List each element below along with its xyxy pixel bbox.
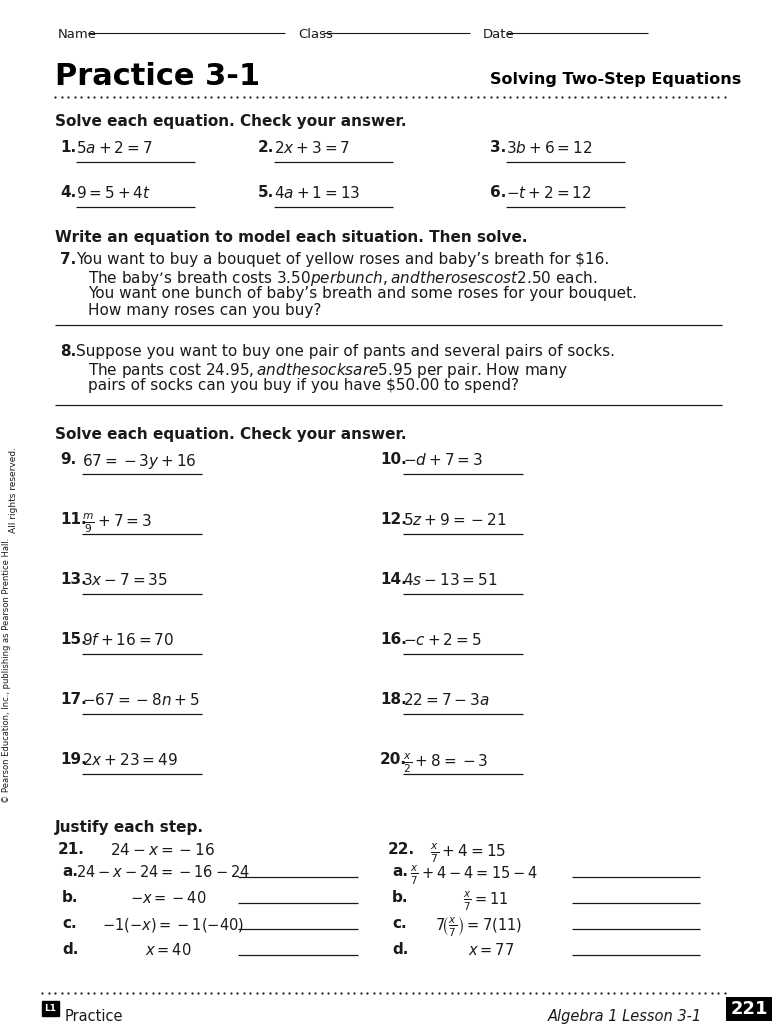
Text: $4a + 1 = 13$: $4a + 1 = 13$ [274, 185, 361, 201]
Text: 8.: 8. [60, 344, 76, 359]
Text: $-67 = -8n + 5$: $-67 = -8n + 5$ [82, 692, 200, 708]
Text: $-t + 2 = 12$: $-t + 2 = 12$ [506, 185, 592, 201]
Text: Name: Name [58, 28, 97, 41]
Text: a.: a. [62, 864, 78, 879]
Text: 17.: 17. [60, 692, 87, 707]
Text: 21.: 21. [58, 842, 85, 857]
Text: d.: d. [392, 942, 409, 957]
Text: b.: b. [392, 890, 409, 905]
Text: $\frac{x}{7} + 4 - 4 = 15 - 4$: $\frac{x}{7} + 4 - 4 = 15 - 4$ [410, 864, 538, 887]
Text: Algebra 1 Lesson 3-1: Algebra 1 Lesson 3-1 [548, 1009, 702, 1024]
Text: Class: Class [298, 28, 333, 41]
Text: $5a + 2 = 7$: $5a + 2 = 7$ [76, 140, 152, 156]
Text: L1: L1 [44, 1004, 57, 1013]
Text: Write an equation to model each situation. Then solve.: Write an equation to model each situatio… [55, 230, 528, 245]
Text: 22.: 22. [388, 842, 415, 857]
Text: $3x - 7 = 35$: $3x - 7 = 35$ [82, 572, 168, 588]
Text: 14.: 14. [380, 572, 406, 587]
Text: 10.: 10. [380, 452, 406, 467]
Text: 12.: 12. [380, 512, 407, 527]
Text: Practice 3-1: Practice 3-1 [55, 62, 260, 91]
Text: $5z + 9 = -21$: $5z + 9 = -21$ [403, 512, 507, 528]
Text: 7.: 7. [60, 252, 76, 267]
Text: 5.: 5. [258, 185, 274, 200]
Text: 6.: 6. [490, 185, 507, 200]
Text: a.: a. [392, 864, 408, 879]
Text: $7\!\left(\frac{x}{7}\right) = 7(11)$: $7\!\left(\frac{x}{7}\right) = 7(11)$ [435, 916, 522, 939]
Text: You want to buy a bouquet of yellow roses and baby’s breath for $16.: You want to buy a bouquet of yellow rose… [76, 252, 609, 267]
Text: 15.: 15. [60, 632, 87, 647]
Text: $-x = -40$: $-x = -40$ [130, 890, 207, 906]
Text: Justify each step.: Justify each step. [55, 820, 204, 835]
Bar [42, 1001, 59, 1016]
Text: $\frac{x}{7} + 4 = 15$: $\frac{x}{7} + 4 = 15$ [430, 842, 506, 865]
Text: The baby’s breath costs $3.50 per bunch, and the roses cost $2.50 each.: The baby’s breath costs $3.50 per bunch,… [88, 269, 598, 288]
Text: c.: c. [62, 916, 77, 931]
Text: The pants cost $24.95, and the socks are $5.95 per pair. How many: The pants cost $24.95, and the socks are… [88, 361, 569, 380]
Text: $24 - x - 24 = -16 - 24$: $24 - x - 24 = -16 - 24$ [76, 864, 250, 880]
Text: 20.: 20. [380, 752, 407, 767]
Text: $4s - 13 = 51$: $4s - 13 = 51$ [403, 572, 497, 588]
Text: Suppose you want to buy one pair of pants and several pairs of socks.: Suppose you want to buy one pair of pant… [76, 344, 615, 359]
Text: $\frac{x}{7} = 11$: $\frac{x}{7} = 11$ [463, 890, 509, 913]
Text: pairs of socks can you buy if you have $50.00 to spend?: pairs of socks can you buy if you have $… [88, 378, 519, 393]
Text: $x = 77$: $x = 77$ [468, 942, 514, 958]
Text: How many roses can you buy?: How many roses can you buy? [88, 303, 322, 318]
Text: $x = 40$: $x = 40$ [145, 942, 192, 958]
Text: Solve each equation. Check your answer.: Solve each equation. Check your answer. [55, 427, 406, 442]
Text: $\frac{m}{9} + 7 = 3$: $\frac{m}{9} + 7 = 3$ [82, 512, 152, 536]
Text: 4.: 4. [60, 185, 76, 200]
Text: c.: c. [392, 916, 406, 931]
Bar [726, 997, 772, 1021]
Text: Practice: Practice [65, 1009, 124, 1024]
Text: $-c + 2 = 5$: $-c + 2 = 5$ [403, 632, 482, 648]
Text: $\frac{x}{2} + 8 = -3$: $\frac{x}{2} + 8 = -3$ [403, 752, 489, 775]
Text: $9 = 5 + 4t$: $9 = 5 + 4t$ [76, 185, 151, 201]
Text: $24 - x = -16$: $24 - x = -16$ [110, 842, 215, 858]
Text: 13.: 13. [60, 572, 87, 587]
Text: © Pearson Education, Inc., publishing as Pearson Prentice Hall.: © Pearson Education, Inc., publishing as… [2, 538, 12, 803]
Text: 3.: 3. [490, 140, 507, 155]
Text: 1.: 1. [60, 140, 76, 155]
Text: 18.: 18. [380, 692, 406, 707]
Text: $22 = 7 - 3a$: $22 = 7 - 3a$ [403, 692, 490, 708]
Text: $2x + 3 = 7$: $2x + 3 = 7$ [274, 140, 350, 156]
Text: Date: Date [483, 28, 514, 41]
Text: You want one bunch of baby’s breath and some roses for your bouquet.: You want one bunch of baby’s breath and … [88, 286, 637, 301]
Text: $-1(-x) = -1(-40)$: $-1(-x) = -1(-40)$ [102, 916, 244, 934]
Text: $9f + 16 = 70$: $9f + 16 = 70$ [82, 632, 174, 648]
Text: 16.: 16. [380, 632, 407, 647]
Text: 9.: 9. [60, 452, 76, 467]
Text: $-d + 7 = 3$: $-d + 7 = 3$ [403, 452, 483, 468]
Text: 19.: 19. [60, 752, 87, 767]
Text: d.: d. [62, 942, 78, 957]
Text: $3b + 6 = 12$: $3b + 6 = 12$ [506, 140, 592, 156]
Text: All rights reserved.: All rights reserved. [9, 447, 19, 534]
Text: Solve each equation. Check your answer.: Solve each equation. Check your answer. [55, 114, 406, 129]
Text: Solving Two-Step Equations: Solving Two-Step Equations [490, 72, 741, 87]
Text: $2x + 23 = 49$: $2x + 23 = 49$ [82, 752, 178, 768]
Text: 11.: 11. [60, 512, 86, 527]
Text: b.: b. [62, 890, 78, 905]
Text: 221: 221 [730, 1000, 768, 1018]
Text: 2.: 2. [258, 140, 274, 155]
Text: $67 = -3y + 16$: $67 = -3y + 16$ [82, 452, 197, 471]
